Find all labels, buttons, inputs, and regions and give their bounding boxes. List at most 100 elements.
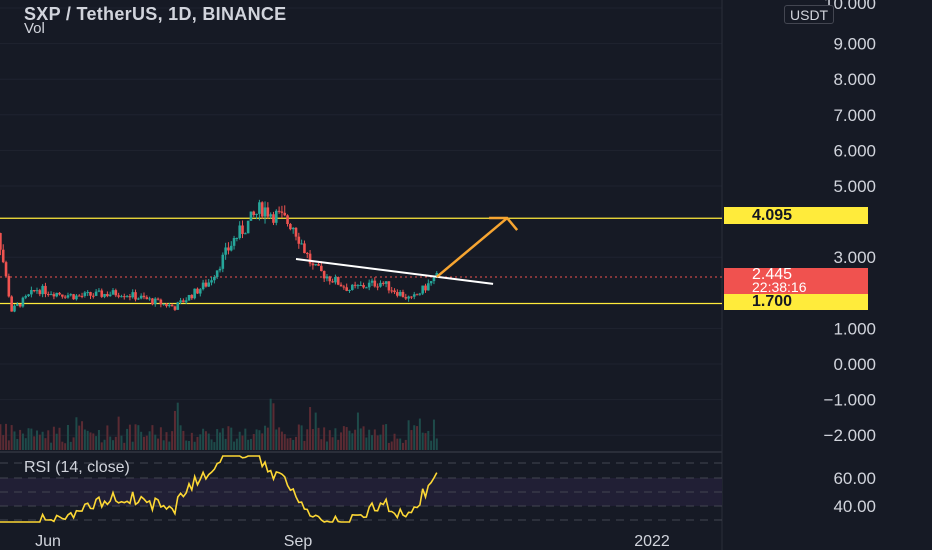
- candle-body: [210, 280, 213, 283]
- candle-body: [305, 253, 309, 255]
- candle-body: [182, 300, 185, 303]
- volume-bars: [0, 398, 438, 450]
- candle-body: [100, 290, 104, 297]
- volume-bar: [235, 438, 238, 450]
- volume-bar: [24, 438, 27, 450]
- volume-bar: [16, 438, 19, 450]
- candle-body: [320, 265, 323, 272]
- volume-bar: [221, 428, 224, 450]
- candle-body: [30, 290, 33, 295]
- candle-body: [120, 296, 123, 298]
- volume-bar: [345, 427, 348, 450]
- volume-bar: [354, 429, 357, 450]
- candle-body: [97, 290, 101, 292]
- candle-body: [52, 294, 56, 297]
- candle-body: [376, 286, 379, 288]
- candle-body: [137, 298, 140, 300]
- volume-bar: [427, 430, 430, 450]
- volume-bar: [306, 429, 309, 450]
- candle-body: [55, 292, 59, 297]
- candle-body: [63, 296, 67, 298]
- currency-selector[interactable]: USDT: [784, 5, 835, 24]
- candle-body: [274, 210, 278, 223]
- volume-bar: [410, 430, 413, 450]
- volume-label: Vol: [24, 20, 45, 37]
- price-tick-label: 0.000: [833, 355, 876, 374]
- volume-bar: [120, 435, 123, 450]
- candle-body: [128, 296, 132, 298]
- rsi-line: [0, 455, 438, 523]
- volume-bar: [249, 438, 252, 450]
- volume-bar: [289, 437, 292, 450]
- candle-body: [201, 282, 205, 290]
- candle-body: [38, 290, 42, 295]
- candle-body: [429, 281, 433, 284]
- candle-body: [235, 238, 239, 240]
- candle-body: [139, 295, 143, 299]
- volume-bar: [244, 428, 247, 450]
- volume-bar: [275, 429, 278, 450]
- candle-body: [7, 276, 11, 297]
- candle-body: [297, 236, 301, 244]
- volume-bar: [334, 428, 337, 450]
- volume-bar: [207, 433, 210, 450]
- candle-body: [27, 294, 30, 297]
- price-tick-label: −2.000: [824, 426, 876, 445]
- volume-bar: [27, 428, 30, 450]
- horizontal-level-lines: [0, 217, 722, 305]
- volume-bar: [286, 438, 289, 450]
- volume-bar: [196, 436, 199, 450]
- volume-bar: [202, 428, 205, 450]
- rsi-tick-label: 40.00: [833, 497, 876, 516]
- candle-body: [362, 285, 365, 288]
- candle-body: [4, 262, 8, 277]
- volume-bar: [157, 438, 160, 450]
- candle-body: [44, 285, 47, 295]
- grid-lines: [0, 0, 723, 550]
- trendline: [295, 257, 494, 285]
- volume-bar: [162, 440, 165, 450]
- candle-body: [418, 293, 422, 295]
- candle-body: [412, 294, 416, 297]
- candle-body: [173, 306, 177, 310]
- volume-bar: [407, 420, 410, 450]
- candle-body: [83, 292, 87, 296]
- candle-body: [92, 295, 95, 297]
- rsi-label: RSI (14, close): [24, 459, 130, 476]
- volume-bar: [210, 439, 213, 450]
- candle-body: [89, 292, 92, 296]
- volume-bar: [190, 432, 193, 450]
- candle-body: [72, 294, 75, 300]
- volume-bar: [41, 431, 44, 450]
- projection-arrow-head: [489, 216, 519, 231]
- candle-body: [15, 304, 19, 306]
- volume-bar: [314, 412, 317, 450]
- candle-body: [165, 303, 168, 307]
- volume-bar: [126, 428, 129, 450]
- candle-body: [272, 214, 275, 223]
- candle-body: [142, 295, 146, 298]
- candle-body: [365, 287, 368, 289]
- candle-body: [308, 253, 312, 264]
- volume-bar: [399, 438, 402, 450]
- candle-body: [117, 295, 120, 297]
- volume-bar: [311, 429, 314, 450]
- volume-bar: [252, 434, 255, 450]
- candle-body: [213, 276, 216, 281]
- rsi-pane: [0, 455, 722, 523]
- candle-body: [148, 298, 151, 300]
- candle-body: [424, 285, 427, 291]
- volume-bar: [261, 433, 264, 450]
- candle-body: [111, 290, 115, 295]
- candle-body: [263, 207, 267, 217]
- volume-bar: [278, 427, 281, 450]
- volume-bar: [382, 424, 385, 450]
- candle-body: [398, 291, 402, 296]
- price-tick-label: 7.000: [833, 106, 876, 125]
- candle-body: [196, 288, 199, 294]
- candle-body: [207, 282, 211, 287]
- time-label: 2022: [634, 533, 670, 550]
- candle-body: [221, 254, 225, 269]
- candle-body: [258, 202, 261, 214]
